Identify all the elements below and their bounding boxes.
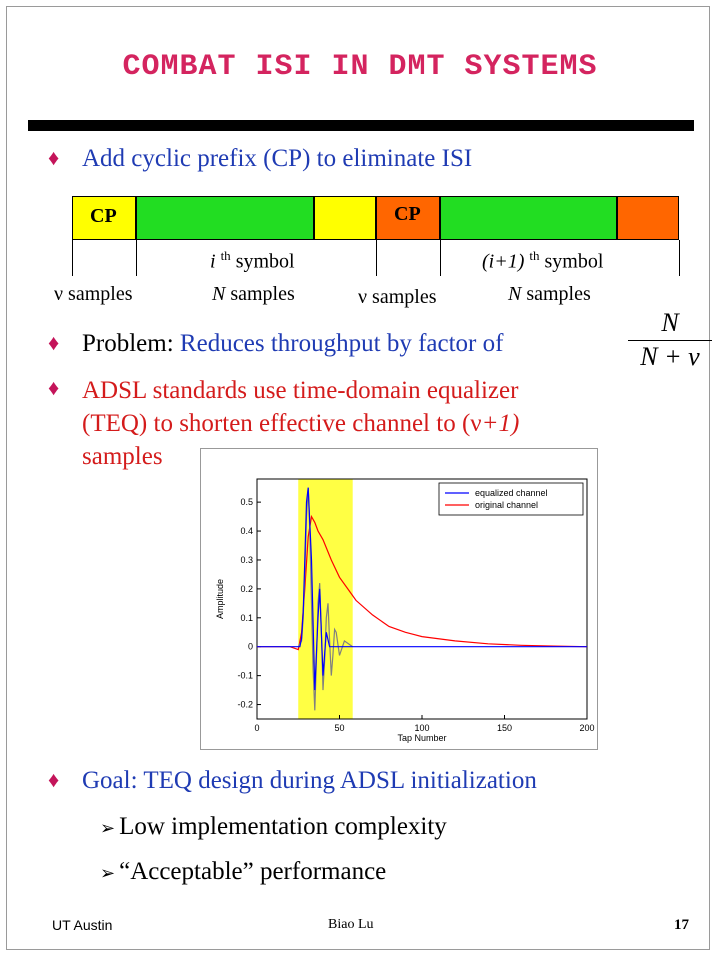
legend-entry: original channel — [475, 500, 538, 510]
x-tick-label: 100 — [414, 723, 429, 733]
divider-tick — [376, 240, 377, 276]
symbol-segment-2 — [440, 196, 617, 240]
throughput-fraction: N N + ν — [624, 308, 716, 373]
y-tick-label: -0.1 — [237, 671, 253, 681]
tail-segment-1 — [314, 196, 376, 240]
legend-box — [438, 482, 584, 516]
bullet-diamond-icon: ♦ — [48, 767, 60, 792]
x-tick-label: 150 — [497, 723, 512, 733]
x-tick-label: 50 — [334, 723, 344, 733]
channel-chart: 0 50 100 150 200 -0.2 -0.1 0 0.1 0.2 0.3 0.4 0.5 Tap … — [200, 448, 598, 750]
cp-segment-2 — [376, 196, 440, 240]
slide-title: COMBAT ISI IN DMT SYSTEMS — [122, 50, 598, 84]
footer-author: Biao Lu — [328, 917, 374, 932]
bullet-goal: Goal: TEQ design during ADSL initializat… — [82, 767, 537, 794]
y-tick-label: 0.5 — [240, 497, 253, 507]
slide-frame — [6, 6, 710, 950]
nu-samples-label-2: ν samples — [358, 286, 437, 308]
sub-bullet-performance: ➢ “Acceptable” performance — [100, 858, 387, 885]
bullet-diamond-icon: ♦ — [48, 375, 60, 400]
channel-chart-svg: 0 50 100 150 200 -0.2 -0.1 0 0.1 0.2 0.3 0.4 0.5 Tap … — [215, 478, 595, 743]
sub-bullet-complexity: ➢ Low implementation complexity — [100, 813, 447, 840]
divider-tick — [72, 240, 73, 276]
title-rule — [28, 120, 694, 131]
tail-segment-2 — [617, 196, 679, 240]
arrow-bullet-icon: ➢ — [100, 818, 116, 838]
arrow-bullet-icon: ➢ — [100, 863, 116, 883]
x-tick-label: 200 — [579, 723, 594, 733]
cp-segment-1 — [72, 196, 136, 240]
highlight-band — [298, 479, 353, 719]
nu-samples-label-1: ν samples — [54, 283, 133, 305]
y-tick-label: 0.3 — [240, 555, 253, 565]
y-tick-label: 0.2 — [240, 584, 253, 594]
cp-label-2: CP — [394, 203, 421, 225]
y-axis-label: Amplitude — [215, 579, 225, 619]
series-line-0 — [257, 487, 587, 691]
legend-entry: equalized channel — [475, 488, 548, 498]
cp-label-1: CP — [90, 205, 117, 227]
bullet-diamond-icon: ♦ — [48, 145, 60, 170]
bullet-diamond-icon: ♦ — [48, 330, 60, 355]
i-symbol-label: i th symbol — [210, 248, 295, 273]
x-tick-label: 0 — [254, 723, 259, 733]
n-samples-label-2: N samples — [508, 283, 591, 305]
bullet-cyclic-prefix: Add cyclic prefix (CP) to eliminate ISI — [82, 145, 473, 172]
y-tick-label: 0 — [248, 642, 253, 652]
y-tick-label: 0.4 — [240, 526, 253, 536]
page-number: 17 — [674, 917, 689, 933]
y-tick-label: 0.1 — [240, 613, 253, 623]
bullet-adsl-teq: ADSL standards use time-domain equalizer… — [82, 377, 520, 470]
divider-tick — [440, 240, 441, 276]
x-axis-label: Tap Number — [397, 733, 446, 743]
symbol-segment-1 — [136, 196, 314, 240]
footer-org: UT Austin — [52, 917, 113, 933]
n-samples-label-1: N samples — [212, 283, 295, 305]
bullet-problem: Problem: Reduces throughput by factor of — [82, 330, 504, 357]
divider-tick — [679, 240, 680, 276]
y-tick-label: -0.2 — [237, 700, 253, 710]
divider-tick — [136, 240, 137, 276]
i-plus-1-symbol-label: (i+1) th symbol — [482, 248, 604, 273]
